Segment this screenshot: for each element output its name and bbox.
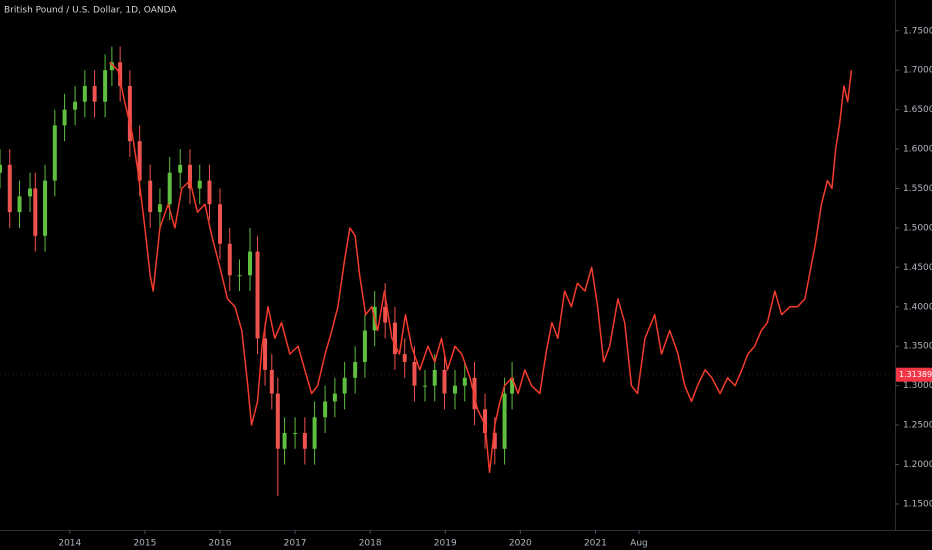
candle-body: [483, 409, 488, 433]
x-tick-label: 2017: [284, 539, 307, 549]
candle-body: [28, 188, 33, 197]
candle-body: [269, 369, 274, 394]
candle-body: [248, 251, 253, 276]
candle-body: [52, 125, 57, 181]
y-tick-label: 1.35000: [903, 342, 932, 352]
candle-body: [73, 101, 78, 110]
x-tick-label: 2015: [133, 539, 156, 549]
candle-body: [33, 188, 38, 236]
x-tick-label: 2016: [209, 539, 232, 549]
y-tick-label: 1.45000: [903, 263, 932, 273]
candle-body: [342, 377, 347, 394]
candle-body: [453, 385, 458, 394]
x-tick-label: 2019: [434, 539, 457, 549]
candle-body: [157, 204, 162, 213]
x-tick-label: 2018: [359, 539, 382, 549]
candle-body: [293, 432, 298, 434]
candle-body: [353, 362, 358, 378]
candle-body: [312, 417, 317, 449]
candle-body: [362, 330, 367, 363]
candle-body: [187, 164, 192, 189]
last-price-box: [896, 367, 932, 382]
x-tick-label: Aug: [630, 539, 648, 549]
y-tick-label: 1.15000: [903, 499, 932, 509]
candle-body: [92, 85, 97, 102]
candle-body: [502, 393, 507, 449]
y-tick-label: 1.60000: [903, 145, 932, 155]
candle-body: [103, 70, 108, 102]
price-line: [109, 61, 853, 474]
candle-body: [332, 393, 337, 402]
candle-body: [148, 180, 153, 213]
candle-body: [127, 85, 132, 142]
candle-body: [282, 432, 287, 449]
y-tick-label: 1.25000: [903, 421, 932, 431]
candle-body: [510, 377, 515, 394]
candle-body: [197, 180, 202, 189]
candle-body: [275, 393, 280, 449]
x-tick-label: 2014: [58, 539, 81, 549]
last-price-label: 1.31389: [899, 370, 932, 379]
candle-body: [412, 362, 417, 386]
y-tick-label: 1.50000: [903, 223, 932, 233]
y-tick-label: 1.30000: [903, 381, 932, 391]
candle-body: [207, 180, 212, 205]
candle-body: [178, 164, 183, 173]
candle-body: [109, 62, 114, 71]
candle-body: [137, 141, 142, 181]
candle-body: [167, 172, 172, 205]
candle-body: [432, 369, 437, 386]
candle-body: [82, 85, 87, 102]
candle-body: [217, 204, 222, 244]
candle-body: [118, 62, 123, 86]
y-tick-label: 1.70000: [903, 66, 932, 76]
candle-body: [7, 164, 12, 213]
candle-body: [462, 377, 467, 386]
candle-body: [43, 180, 48, 236]
y-tick-label: 1.65000: [903, 105, 932, 115]
candle-body: [302, 432, 307, 449]
x-tick-label: 2020: [509, 539, 532, 549]
candle-body: [323, 401, 328, 418]
candle-body: [227, 243, 232, 276]
candle-body: [0, 164, 2, 173]
candle-body: [237, 275, 242, 277]
y-tick-label: 1.55000: [903, 184, 932, 194]
candle-body: [62, 109, 67, 126]
candle-body: [255, 251, 260, 339]
chart-title: British Pound / U.S. Dollar, 1D, OANDA: [4, 6, 177, 16]
y-tick-label: 1.40000: [903, 302, 932, 312]
candle-body: [383, 306, 388, 323]
y-tick-label: 1.75000: [903, 26, 932, 36]
candle-body: [492, 432, 497, 449]
candle-body: [402, 354, 407, 363]
y-tick-label: 1.20000: [903, 460, 932, 470]
x-tick-label: 2021: [584, 539, 607, 549]
candle-body: [422, 385, 427, 387]
candle-body: [17, 196, 22, 213]
candle-body: [392, 322, 397, 355]
candle-body: [442, 369, 447, 394]
candle-body: [263, 338, 268, 370]
